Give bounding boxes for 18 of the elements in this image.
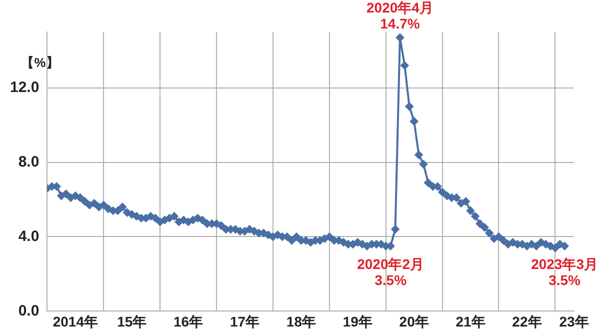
y-tick-label: 8.0	[18, 153, 40, 170]
x-tick-label: 2014年	[52, 313, 98, 330]
y-tick-label: 4.0	[18, 228, 40, 245]
x-tick-label: 20年	[399, 313, 429, 330]
x-tick-label: 22年	[512, 313, 542, 330]
x-tick-label: 21年	[456, 313, 486, 330]
annotation: 2023年3月 3.5%	[531, 256, 598, 288]
y-axis-title: 【%】	[21, 54, 59, 70]
x-tick-label: 18年	[286, 313, 316, 330]
x-tick-label: 16年	[174, 313, 204, 330]
annotation: 2020年4月 14.7%	[366, 0, 434, 32]
y-tick-label: 0.0	[18, 302, 40, 320]
x-tick-label: 23年	[559, 313, 589, 330]
y-tick-label: 12.0	[10, 78, 40, 96]
annotation: 2020年2月 3.5%	[357, 256, 424, 288]
x-tick-label: 15年	[117, 313, 147, 330]
x-tick-label: 19年	[342, 313, 372, 330]
x-tick-label: 17年	[230, 313, 260, 330]
